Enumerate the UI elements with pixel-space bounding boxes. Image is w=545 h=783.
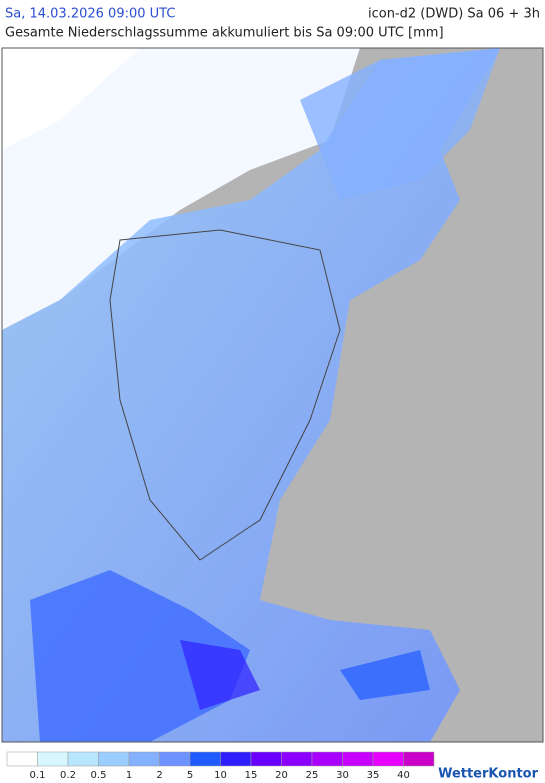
legend-swatch — [128, 751, 160, 767]
legend-label: 5 — [187, 770, 193, 781]
precipitation-area — [2, 48, 500, 742]
legend-label: 35 — [367, 770, 380, 781]
legend-swatch — [311, 751, 343, 767]
legend-swatch — [220, 751, 252, 767]
legend-swatch — [342, 751, 374, 767]
legend-swatch — [250, 751, 282, 767]
map — [1, 47, 544, 743]
precipitation-north — [300, 48, 500, 200]
subtitle: Gesamte Niederschlagssumme akkumuliert b… — [5, 26, 444, 41]
datetime: Sa, 14.03.2026 09:00 UTC — [5, 7, 175, 22]
legend: 0.1 0.2 0.5 1 2 5 10 15 20 25 30 35 40 — [6, 751, 435, 781]
legend-swatch — [98, 751, 130, 767]
legend-label: 10 — [214, 770, 227, 781]
legend-swatch — [6, 751, 38, 767]
precipitation-alps-west — [30, 570, 250, 742]
precipitation-alps-core — [180, 640, 260, 710]
legend-label: 2 — [156, 770, 162, 781]
legend-swatch — [281, 751, 313, 767]
legend-label: 1 — [126, 770, 132, 781]
sea — [2, 48, 360, 330]
map-frame — [1, 47, 544, 743]
legend-swatch — [189, 751, 221, 767]
legend-label: 0.5 — [91, 770, 107, 781]
legend-label: 20 — [275, 770, 288, 781]
model-run: icon-d2 (DWD) Sa 06 + 3h — [368, 7, 540, 22]
germany-border — [109, 229, 341, 561]
legend-label: 15 — [245, 770, 258, 781]
legend-label: 40 — [397, 770, 410, 781]
legend-swatch — [403, 751, 435, 767]
legend-label: 0.1 — [30, 770, 46, 781]
legend-label: 25 — [306, 770, 319, 781]
legend-swatch — [37, 751, 69, 767]
precipitation-alps-east — [340, 650, 430, 700]
legend-swatch — [159, 751, 191, 767]
legend-swatch — [67, 751, 99, 767]
legend-label: 0.2 — [60, 770, 76, 781]
brand: WetterKontor — [438, 767, 539, 782]
sea-open — [2, 48, 140, 150]
legend-label: 30 — [336, 770, 349, 781]
legend-swatch — [372, 751, 404, 767]
